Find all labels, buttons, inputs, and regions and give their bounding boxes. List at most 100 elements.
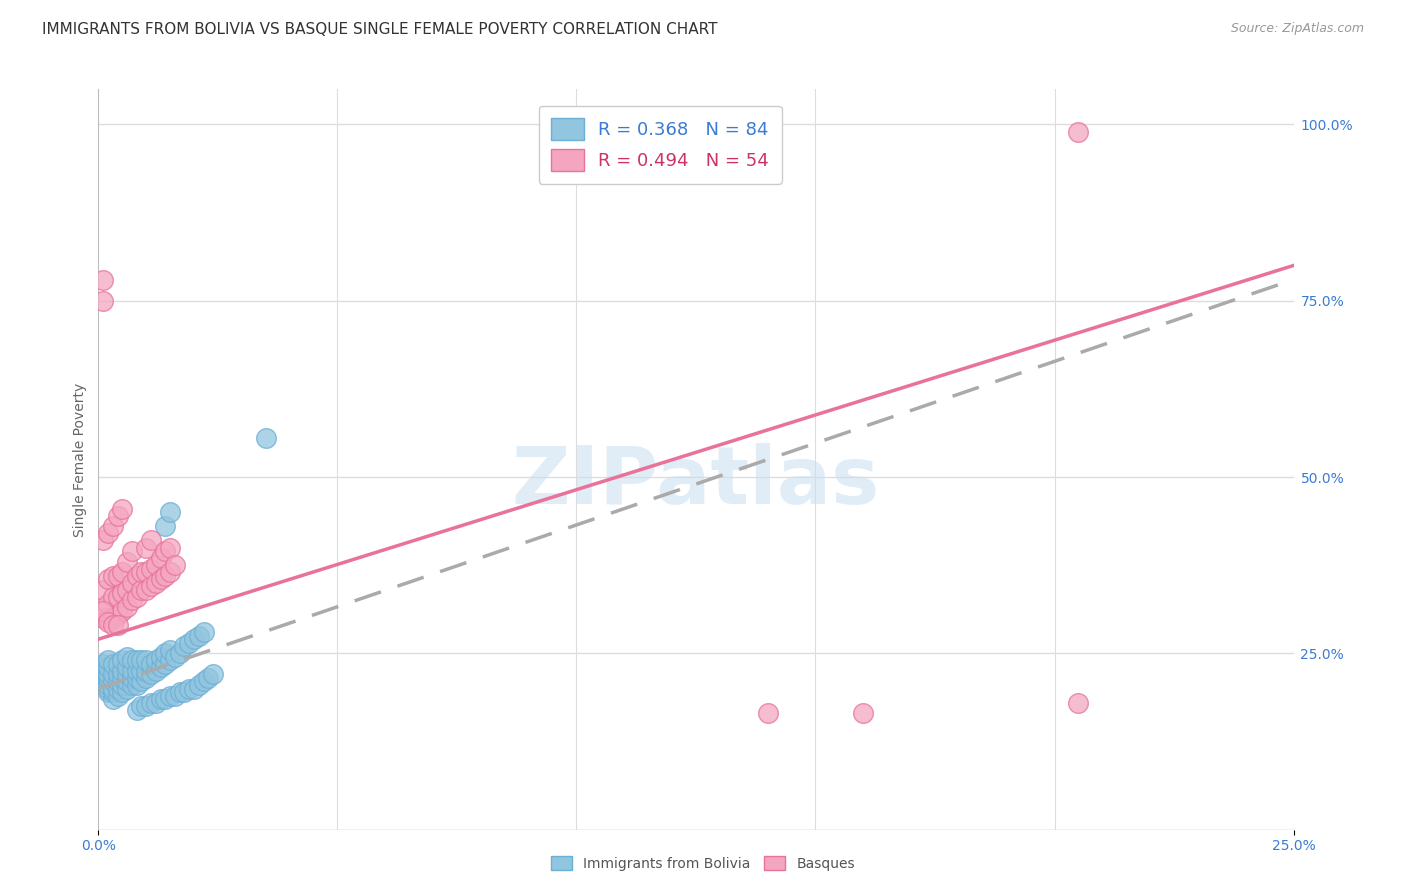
Point <box>91 671 114 685</box>
Point <box>121 593 143 607</box>
Point <box>131 664 153 678</box>
Point <box>107 568 129 582</box>
Point <box>101 674 124 689</box>
Point <box>145 653 167 667</box>
Point <box>139 579 162 593</box>
Point <box>125 664 148 678</box>
Point <box>187 629 209 643</box>
Point <box>97 685 120 699</box>
Point <box>97 678 120 692</box>
Point <box>149 551 172 566</box>
Point <box>145 575 167 590</box>
Point <box>97 667 120 681</box>
Point <box>91 657 114 671</box>
Point <box>91 604 114 618</box>
Point <box>91 664 114 678</box>
Point <box>135 582 157 597</box>
Point <box>135 565 157 579</box>
Y-axis label: Single Female Poverty: Single Female Poverty <box>73 383 87 536</box>
Point <box>139 667 162 681</box>
Point <box>115 681 138 696</box>
Point <box>115 600 138 615</box>
Point <box>135 541 157 555</box>
Point <box>121 664 143 678</box>
Point <box>179 636 201 650</box>
Point <box>101 519 124 533</box>
Point <box>163 558 186 573</box>
Point <box>173 639 195 653</box>
Point <box>155 657 177 671</box>
Point <box>121 544 143 558</box>
Point <box>159 653 181 667</box>
Point <box>111 653 134 667</box>
Point <box>91 660 114 674</box>
Point <box>193 674 215 689</box>
Point <box>101 685 124 699</box>
Text: Source: ZipAtlas.com: Source: ZipAtlas.com <box>1230 22 1364 36</box>
Point <box>91 667 114 681</box>
Point <box>101 611 124 625</box>
Point <box>155 646 177 660</box>
Point <box>159 505 181 519</box>
Point <box>97 526 120 541</box>
Point <box>149 572 172 586</box>
Point <box>107 590 129 604</box>
Point <box>115 674 138 689</box>
Point <box>107 681 129 696</box>
Point <box>125 703 148 717</box>
Point <box>125 653 148 667</box>
Point <box>131 653 153 667</box>
Point <box>107 674 129 689</box>
Point <box>139 696 162 710</box>
Point <box>111 565 134 579</box>
Point <box>97 671 120 685</box>
Point <box>97 653 120 667</box>
Point <box>107 607 129 622</box>
Point <box>101 568 124 582</box>
Point <box>131 582 153 597</box>
Point <box>107 657 129 671</box>
Point <box>145 558 167 573</box>
Point <box>115 660 138 674</box>
Point <box>193 625 215 640</box>
Text: IMMIGRANTS FROM BOLIVIA VS BASQUE SINGLE FEMALE POVERTY CORRELATION CHART: IMMIGRANTS FROM BOLIVIA VS BASQUE SINGLE… <box>42 22 717 37</box>
Point <box>115 649 138 664</box>
Legend: Immigrants from Bolivia, Basques: Immigrants from Bolivia, Basques <box>546 850 860 876</box>
Point <box>197 671 219 685</box>
Point <box>149 649 172 664</box>
Point <box>111 671 134 685</box>
Point <box>97 572 120 586</box>
Point <box>155 568 177 582</box>
Point <box>149 692 172 706</box>
Point <box>169 685 191 699</box>
Point <box>91 582 114 597</box>
Point <box>121 575 143 590</box>
Point <box>159 565 181 579</box>
Point <box>101 692 124 706</box>
Point <box>139 562 162 576</box>
Point <box>159 689 181 703</box>
Point <box>101 681 124 696</box>
Point <box>111 604 134 618</box>
Point <box>852 706 875 721</box>
Point <box>91 293 114 308</box>
Point <box>97 681 120 696</box>
Point <box>159 642 181 657</box>
Point <box>115 582 138 597</box>
Point <box>1067 696 1090 710</box>
Point <box>202 667 225 681</box>
Point <box>97 597 120 611</box>
Point <box>131 699 153 714</box>
Point <box>91 611 114 625</box>
Point <box>111 678 134 692</box>
Point <box>135 699 157 714</box>
Point <box>125 671 148 685</box>
Point <box>1067 124 1090 138</box>
Point <box>111 685 134 699</box>
Point <box>183 681 205 696</box>
Point <box>91 272 114 286</box>
Point <box>111 501 134 516</box>
Point <box>115 667 138 681</box>
Point <box>139 533 162 548</box>
Point <box>131 565 153 579</box>
